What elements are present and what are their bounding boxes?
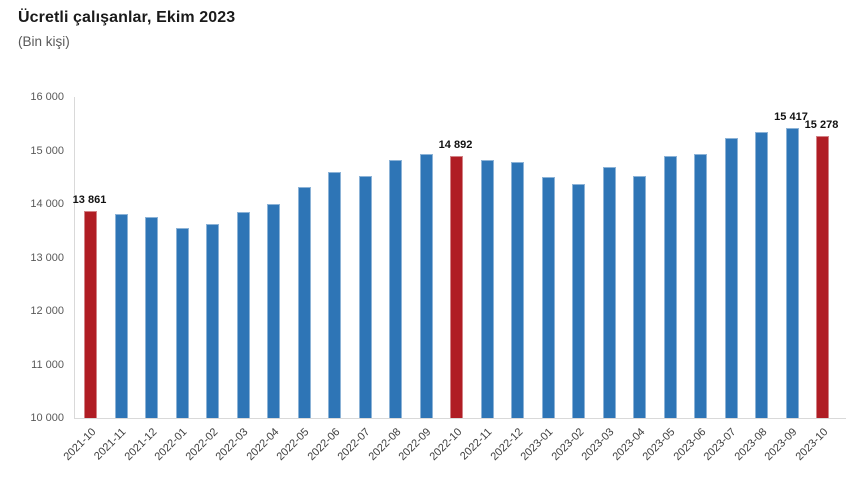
data-label-2022-10: 14 892: [438, 139, 473, 152]
bar-2023-01[interactable]: [541, 176, 555, 418]
bar-2022-10[interactable]: [450, 156, 463, 418]
bar-2021-12[interactable]: [145, 217, 158, 418]
y-tick-label-10000: 10 000: [30, 412, 64, 424]
bar-2022-05[interactable]: [297, 187, 311, 418]
y-tick-label-16000: 16 000: [30, 91, 64, 103]
data-label-2023-09: 15 417: [774, 111, 808, 124]
bar-2022-09[interactable]: [419, 154, 433, 418]
bar-2023-09[interactable]: [785, 128, 799, 418]
data-label-2023-10: 15 278: [804, 118, 839, 131]
bar-2021-10[interactable]: [84, 211, 97, 418]
plot-area: [74, 97, 846, 419]
y-tick-label-11000: 11 000: [31, 358, 64, 371]
bar-2022-08[interactable]: [389, 160, 402, 418]
chart-title: Ücretli çalışanlar, Ekim 2023: [18, 9, 236, 26]
bar-2022-01[interactable]: [175, 227, 189, 418]
bar-2023-03[interactable]: [602, 166, 616, 418]
data-label-2021-10: 13 861: [72, 194, 107, 207]
bar-2022-03[interactable]: [236, 211, 250, 418]
y-tick-label-15000: 15 000: [30, 144, 64, 157]
chart-subtitle: (Bin kişi): [18, 34, 70, 49]
bar-2022-12[interactable]: [511, 162, 524, 418]
bar-2021-11[interactable]: [114, 214, 128, 418]
y-tick-label-14000: 14 000: [30, 198, 64, 210]
y-tick-label-12000: 12 000: [30, 305, 64, 317]
bar-2023-04[interactable]: [633, 176, 646, 418]
bar-2022-02[interactable]: [206, 224, 219, 418]
bar-2022-04[interactable]: [267, 204, 280, 418]
bar-2022-07[interactable]: [358, 176, 372, 418]
bar-2022-11[interactable]: [480, 160, 494, 418]
bar-2022-06[interactable]: [328, 171, 341, 418]
y-tick-label-13000: 13 000: [30, 251, 64, 264]
bar-2023-06[interactable]: [694, 153, 707, 418]
bar-2023-08[interactable]: [755, 132, 768, 418]
bar-2023-02[interactable]: [572, 183, 585, 418]
bar-2023-05[interactable]: [663, 155, 677, 418]
bar-2023-10[interactable]: [816, 135, 829, 418]
bar-2023-07[interactable]: [724, 137, 738, 418]
